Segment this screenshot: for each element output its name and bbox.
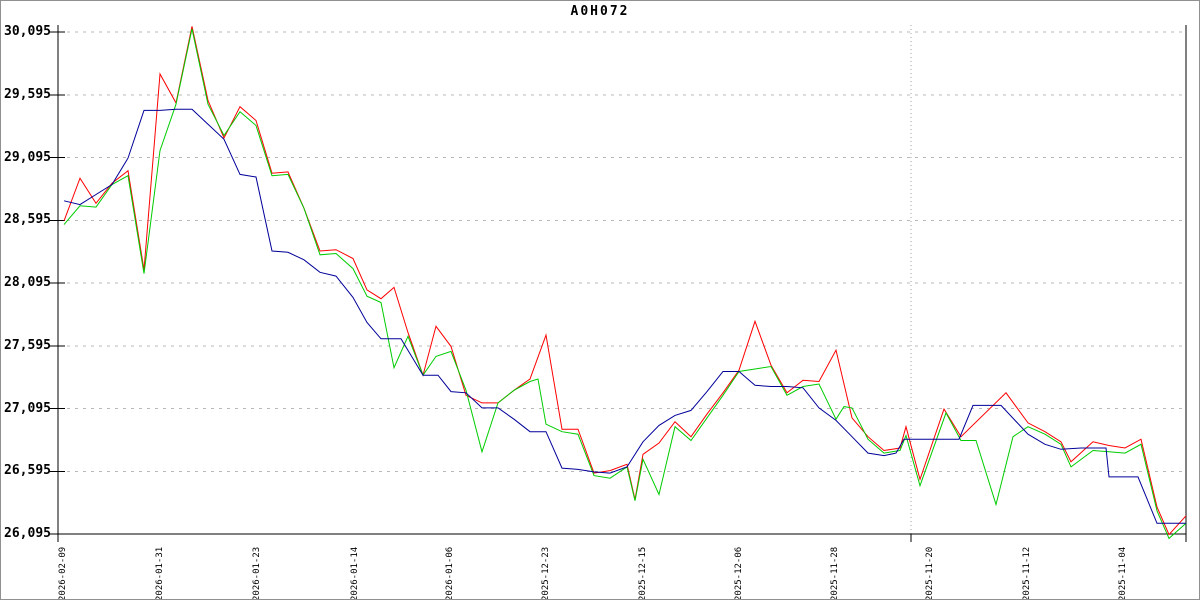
y-tick-label: 28,095	[4, 275, 51, 290]
x-tick-label: 2026-02-09	[58, 546, 68, 600]
x-tick-label: 2025-12-15	[638, 546, 648, 600]
x-tick-label: 2025-12-06	[734, 546, 744, 600]
y-tick-label: 30,095	[4, 24, 51, 39]
y-tick-label: 26,095	[4, 526, 51, 541]
x-tick-label: 2026-01-31	[155, 546, 165, 600]
y-tick-label: 29,595	[4, 86, 51, 102]
x-tick-label: 2025-12-23	[541, 546, 551, 600]
series-red	[63, 26, 1187, 536]
y-tick-label: 27,095	[4, 400, 51, 416]
x-tick-label: 2025-11-28	[830, 546, 840, 600]
chart-title: A0H072	[570, 4, 630, 19]
x-tick-label: 2025-11-04	[1118, 546, 1128, 600]
x-tick-label: 2026-01-23	[252, 546, 262, 600]
x-tick-label: 2025-11-20	[925, 546, 935, 600]
y-tick-label: 29,095	[4, 149, 51, 165]
series-green	[63, 28, 1187, 540]
x-tick-label: 2026-01-06	[445, 546, 455, 600]
x-tick-label: 2025-11-12	[1022, 546, 1032, 600]
x-tick-label: 2026-01-14	[350, 546, 360, 600]
series-blue	[63, 108, 1186, 524]
y-tick-label: 28,595	[4, 212, 51, 228]
y-tick-label: 27,595	[4, 337, 51, 353]
y-tick-label: 26,595	[4, 463, 51, 479]
